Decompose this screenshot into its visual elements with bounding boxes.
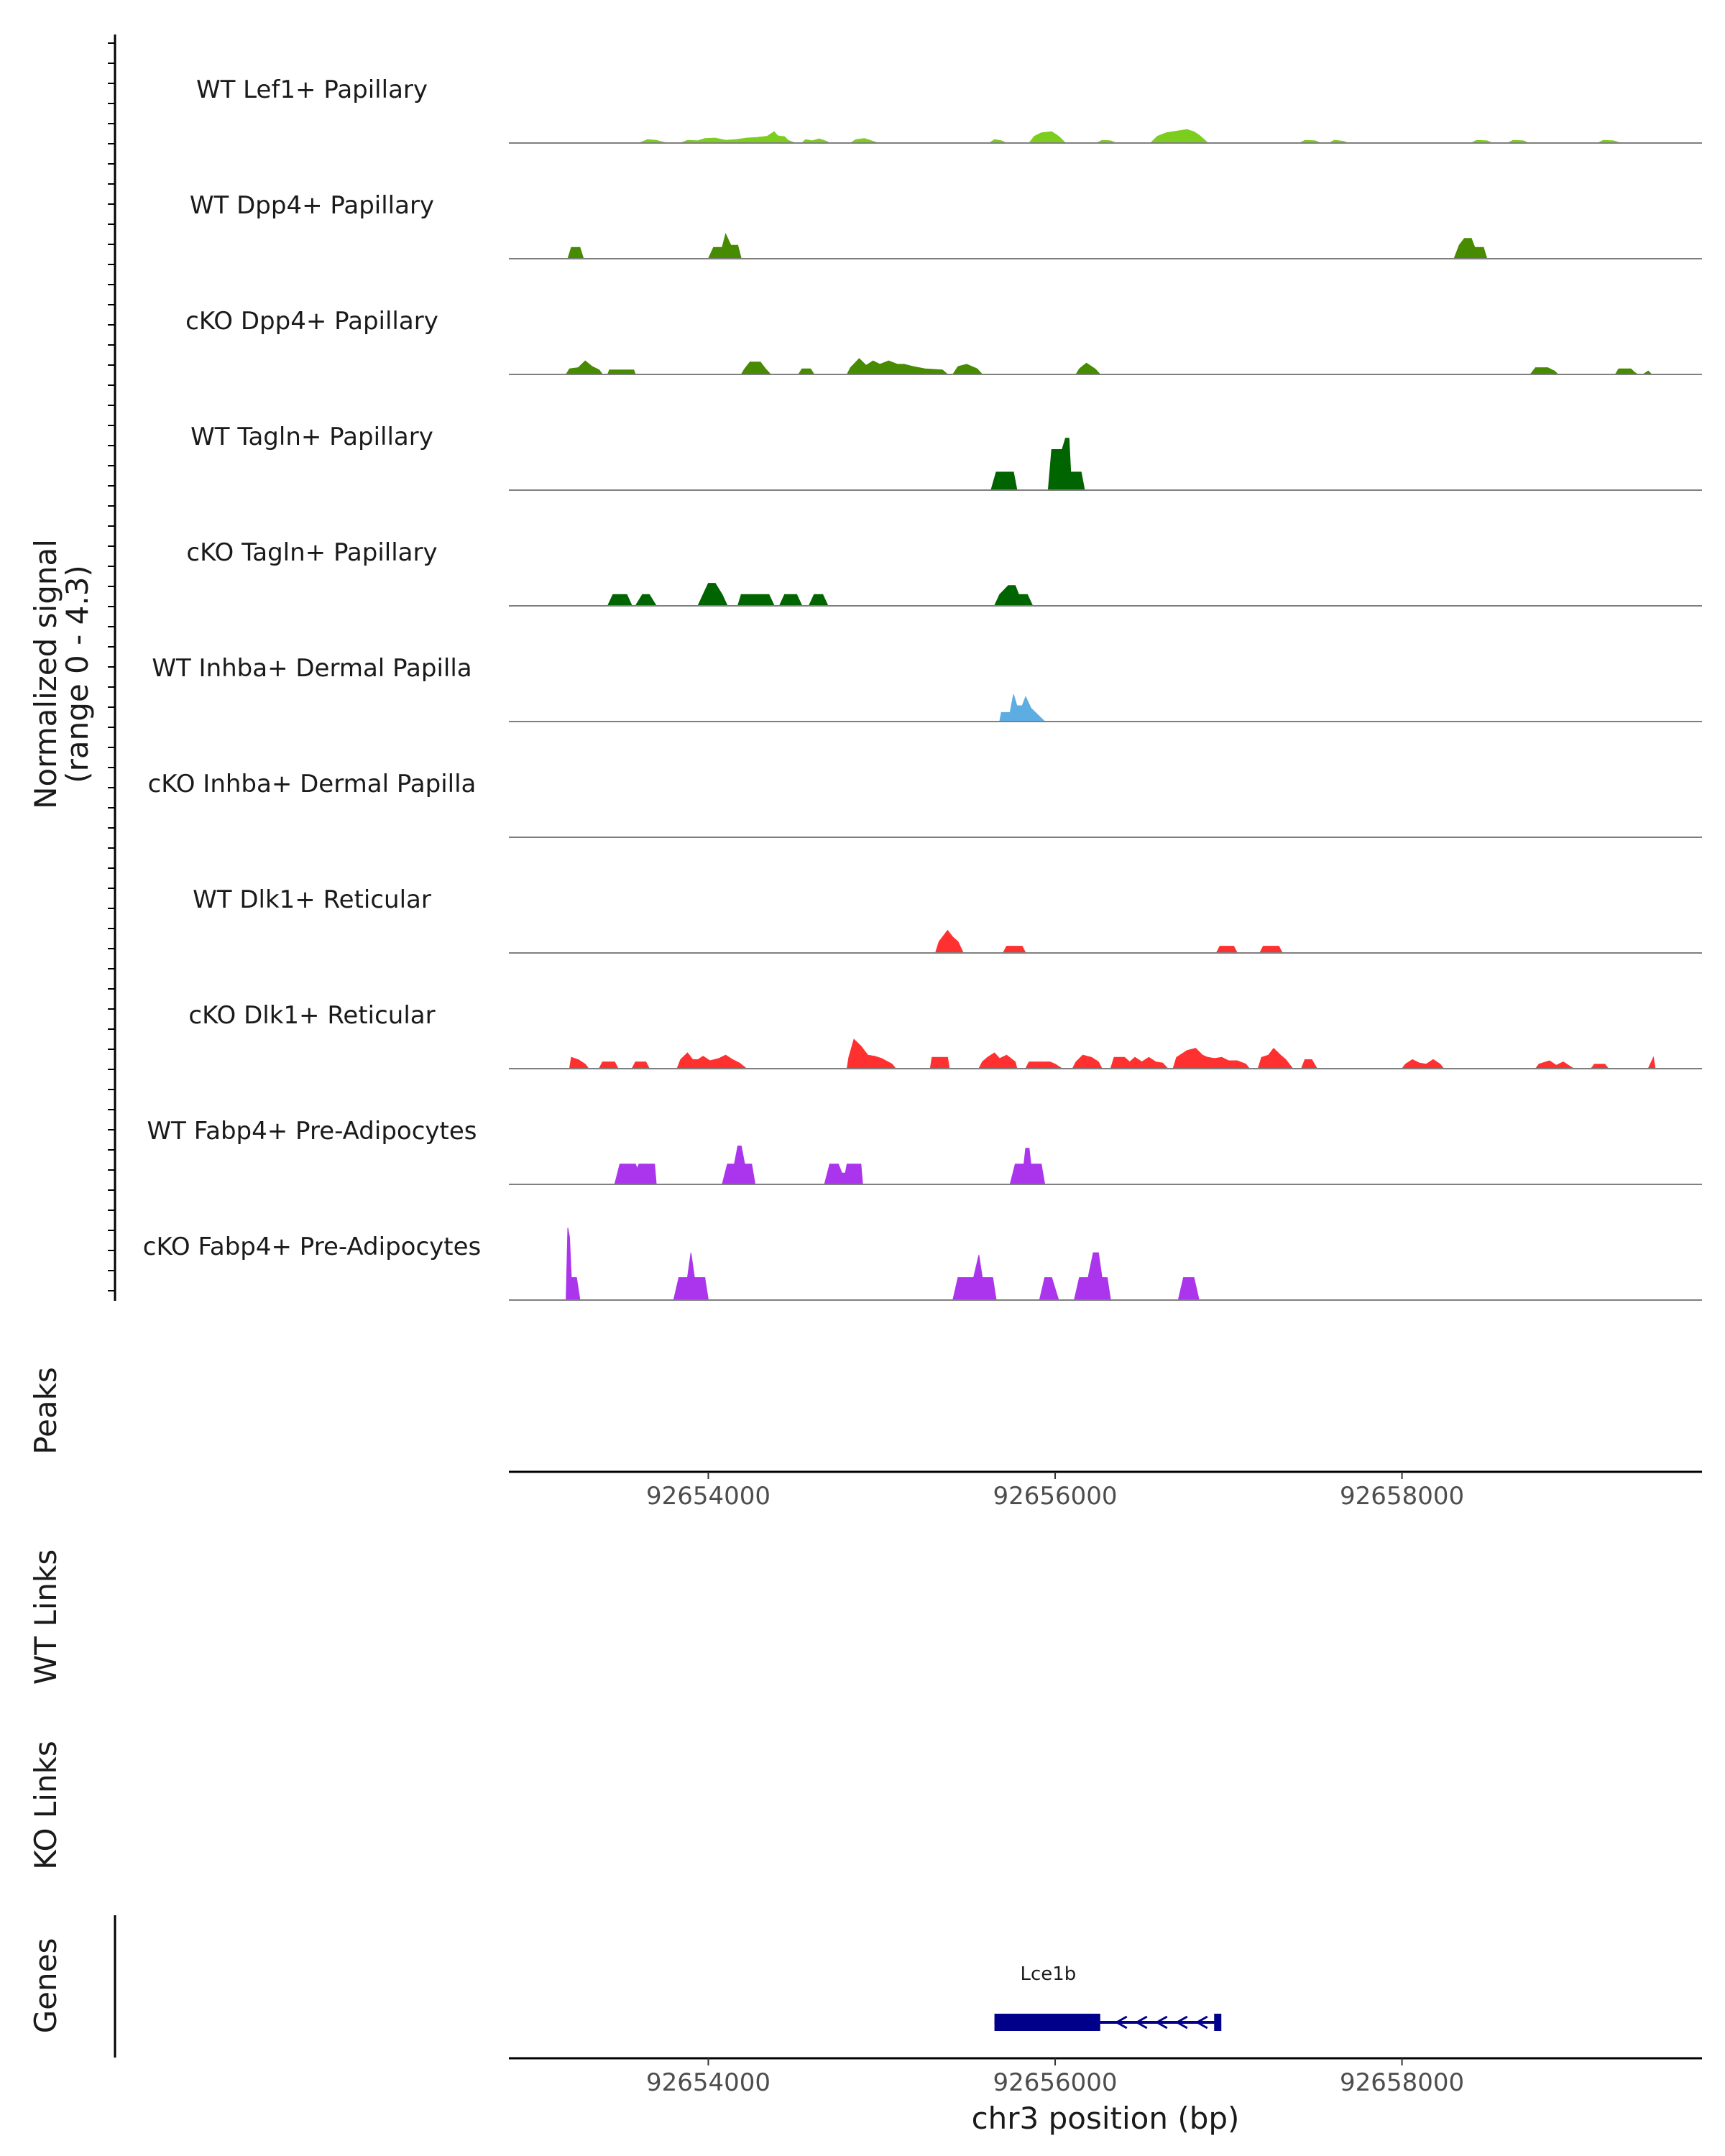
- peaks-x-axis: 92654000 92656000 92658000: [509, 1470, 1702, 1511]
- coverage-peak: [676, 1052, 748, 1069]
- coverage-peak: [999, 694, 1046, 722]
- signal-axis-subtitle: (range 0 - 4.3): [60, 565, 95, 783]
- coverage-peak: [1149, 129, 1209, 144]
- track-label: WT Fabp4+ Pre-Adipocytes: [147, 1117, 477, 1146]
- gene-exon: [994, 2014, 1100, 2031]
- coverage-peak: [778, 594, 803, 607]
- coverage-peak: [934, 929, 964, 954]
- coverage-peak: [607, 594, 633, 607]
- coverage-peak: [1535, 1060, 1576, 1069]
- strand-arrow: [1195, 2015, 1208, 2030]
- coverage-peak: [808, 594, 829, 607]
- coverage-peak: [1177, 1277, 1200, 1301]
- coverage-peak: [1028, 131, 1067, 144]
- genes-x-axis: 92654000 92656000 92658000: [509, 2057, 1702, 2097]
- x-axis-title: chr3 position (bp): [972, 2101, 1240, 2136]
- coverage-tracks: WT Lef1+ Papillary WT Dpp4+ Papillary cKO …: [143, 75, 1702, 1301]
- x-tick-label: 92656000: [993, 2068, 1117, 2097]
- coverage-peak: [1172, 1048, 1251, 1069]
- coverage-peak: [722, 1146, 756, 1185]
- track-label: cKO Fabp4+ Pre-Adipocytes: [143, 1233, 482, 1261]
- track-label: WT Inhba+ Dermal Papilla: [152, 654, 472, 683]
- coverage-peak: [1401, 1059, 1445, 1069]
- coverage-peak: [824, 1164, 863, 1185]
- coverage-peak: [1257, 1047, 1294, 1069]
- peaks-panel-title: Peaks: [28, 1367, 63, 1455]
- x-tick-label: 92656000: [993, 1482, 1117, 1511]
- gene-exon: [1214, 2014, 1222, 2031]
- track-label: cKO Dlk1+ Reticular: [188, 1001, 435, 1030]
- strand-arrow: [1174, 2015, 1188, 2030]
- coverage-peak: [929, 1056, 950, 1069]
- coverage-peak: [1300, 1059, 1318, 1069]
- coverage-peak: [1614, 368, 1639, 375]
- coverage-peak: [978, 1052, 1018, 1069]
- coverage-peak: [846, 1038, 897, 1069]
- coverage-peak: [1025, 1061, 1064, 1069]
- coverage-peak: [614, 1164, 657, 1185]
- strand-arrow: [1114, 2015, 1128, 2030]
- coverage-peak: [1259, 946, 1283, 954]
- coverage-peak: [569, 1056, 590, 1069]
- strand-arrow: [1134, 2015, 1148, 2030]
- genes-panel-title: Genes: [28, 1938, 63, 2034]
- coverage-peak: [993, 585, 1034, 607]
- coverage-peak: [952, 1255, 997, 1301]
- wt-links-panel-title: WT Links: [28, 1549, 63, 1685]
- coverage-peak: [1009, 1148, 1046, 1185]
- x-tick-label: 92654000: [646, 2068, 770, 2097]
- track-label: WT Dlk1+ Reticular: [193, 885, 431, 914]
- track-label: WT Dpp4+ Papillary: [190, 191, 434, 220]
- track-label: WT Lef1+ Papillary: [196, 75, 428, 104]
- x-tick-label: 92654000: [646, 1482, 770, 1511]
- coverage-peak: [697, 583, 728, 607]
- coverage-peak: [1110, 1056, 1169, 1069]
- signal-axis-ticks: [108, 42, 115, 1291]
- coverage-peak: [673, 1253, 709, 1301]
- coverage-peak: [567, 247, 584, 259]
- coverage-peak: [565, 360, 604, 375]
- coverage-peak: [566, 1227, 581, 1301]
- coverage-peak: [1039, 1277, 1059, 1301]
- coverage-peak: [846, 358, 949, 375]
- coverage-peak: [1075, 362, 1101, 375]
- coverage-peak: [631, 1061, 650, 1069]
- track-label: WT Tagln+ Papillary: [190, 423, 433, 451]
- coverage-peak: [635, 594, 657, 607]
- ko-links-panel-title: KO Links: [28, 1741, 63, 1870]
- coverage-peak: [1647, 1056, 1656, 1069]
- coverage-peak: [740, 361, 772, 375]
- coverage-peak: [1453, 238, 1488, 259]
- coverage-peak: [1002, 946, 1026, 954]
- coverage-peak: [680, 131, 796, 144]
- coverage-peak: [707, 233, 742, 259]
- track-label: cKO Tagln+ Papillary: [186, 538, 437, 567]
- x-tick-label: 92658000: [1340, 2068, 1464, 2097]
- track-label: cKO Inhba+ Dermal Papilla: [148, 770, 477, 798]
- coverage-peak: [1215, 946, 1238, 954]
- signal-axis-title: Normalized signal: [28, 539, 63, 809]
- coverage-peak: [1073, 1252, 1111, 1301]
- coverage-peak: [952, 364, 983, 375]
- gene-annotations: Lce1b: [994, 1963, 1222, 2031]
- coverage-peak: [1530, 367, 1559, 375]
- gene-label: Lce1b: [1020, 1963, 1076, 1985]
- coverage-peak: [1072, 1054, 1103, 1069]
- coverage-peak: [598, 1061, 619, 1069]
- coverage-peak: [990, 471, 1018, 491]
- coverage-peak: [1047, 438, 1085, 491]
- x-tick-label: 92658000: [1340, 1482, 1464, 1511]
- strand-arrow: [1154, 2015, 1168, 2030]
- coverage-peak: [737, 594, 775, 607]
- coverage-peak: [797, 368, 815, 375]
- track-label: cKO Dpp4+ Papillary: [185, 307, 438, 336]
